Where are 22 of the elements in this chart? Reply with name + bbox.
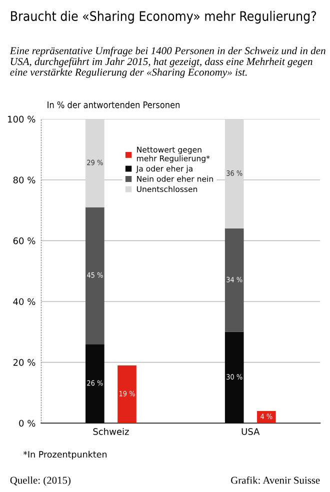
chart-title: Braucht die «Sharing Economy» mehr Regulierung?	[11, 10, 316, 24]
y-axis-title: In % der antwortenden Personen	[48, 101, 180, 108]
source-note: Quelle: (2015)	[10, 476, 70, 486]
bar	[86, 119, 104, 208]
y-tick-label: 60 %	[13, 237, 36, 244]
y-tick-label: 80 %	[13, 176, 36, 184]
x-tick-label: Schweiz	[93, 428, 129, 435]
bar	[86, 344, 104, 424]
bar	[224, 119, 244, 229]
y-tick-label: 100 %	[8, 116, 36, 123]
y-tick-label: 20 %	[13, 359, 36, 366]
y-tick-label: 0 %	[19, 420, 36, 427]
y-tick-label: 40 %	[13, 298, 36, 306]
text: Grafik: Avenir Suisse	[231, 476, 320, 484]
text: *In Prozentpunkten	[23, 450, 107, 460]
bar	[118, 365, 136, 424]
x-tick-label: USA	[242, 428, 260, 435]
chart-subtitle: Eine repräsentative Umfrage bei 1400 Personen in der Schweiz und in den USA, durchgeführt im Jahr 2015, hat gezeigt, dass eine Mehrheit gegen eine verstärkte Regulierung der «Sharing Economy» ist.	[10, 46, 326, 78]
bar	[224, 228, 244, 332]
bar	[224, 332, 244, 424]
bar	[86, 207, 104, 344]
bar	[257, 410, 276, 424]
